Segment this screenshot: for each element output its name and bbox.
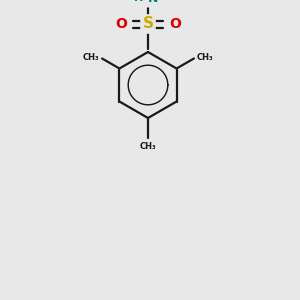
Text: H: H <box>134 0 144 3</box>
Text: O: O <box>169 17 181 31</box>
Text: CH₃: CH₃ <box>82 53 99 62</box>
Text: N: N <box>148 0 158 5</box>
Text: CH₃: CH₃ <box>140 142 156 151</box>
Text: O: O <box>115 17 127 31</box>
Text: S: S <box>142 16 154 32</box>
Text: CH₃: CH₃ <box>197 53 214 62</box>
